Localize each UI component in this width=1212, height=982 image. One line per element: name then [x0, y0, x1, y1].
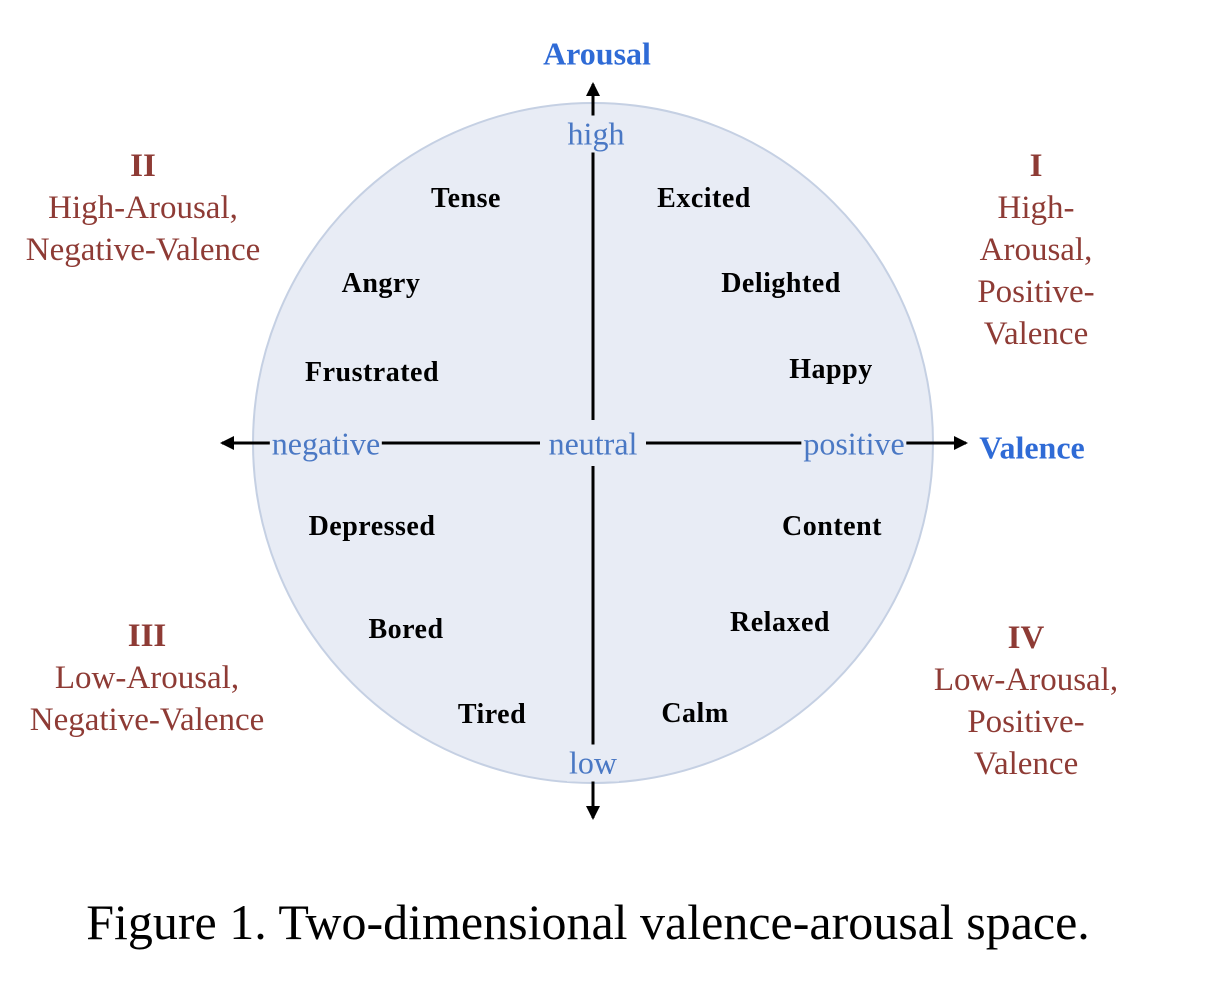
- arousal-low-label: low: [567, 744, 619, 782]
- quadrant-2-label: II High-Arousal, Negative-Valence: [26, 145, 261, 271]
- quadrant-3-line1: Low-Arousal,: [54, 660, 240, 696]
- quadrant-1-label: I High-Arousal, Positive-Valence: [948, 145, 1124, 355]
- valence-positive-label: positive: [801, 425, 907, 463]
- quadrant-3-numeral: III: [127, 618, 167, 654]
- emotion-frustrated: Frustrated: [304, 357, 440, 388]
- figure-caption: Figure 1. Two-dimensional valence-arousa…: [86, 894, 1090, 950]
- quadrant-1-line2: Positive-Valence: [977, 274, 1095, 352]
- quadrant-2-numeral: II: [130, 148, 156, 184]
- emotion-delighted: Delighted: [721, 268, 841, 299]
- emotion-happy: Happy: [789, 354, 873, 385]
- emotion-excited: Excited: [657, 183, 751, 214]
- emotion-tired: Tired: [457, 699, 527, 730]
- emotion-depressed: Depressed: [308, 511, 436, 542]
- emotion-angry: Angry: [341, 268, 421, 299]
- quadrant-1-numeral: I: [1029, 148, 1043, 184]
- quadrant-2-line2: Negative-Valence: [25, 232, 261, 268]
- quadrant-2-line1: High-Arousal,: [48, 190, 238, 226]
- quadrant-4-line2: Positive-Valence: [967, 704, 1085, 782]
- emotion-content: Content: [782, 511, 882, 542]
- quadrant-1-line1: High-Arousal,: [979, 190, 1093, 268]
- valence-neutral-label: neutral: [546, 425, 640, 463]
- quadrant-4-line1: Low-Arousal,: [933, 662, 1119, 698]
- emotion-calm: Calm: [661, 698, 729, 729]
- quadrant-4-label: IV Low-Arousal, Positive-Valence: [933, 617, 1119, 785]
- arousal-axis-title: Arousal: [543, 35, 651, 72]
- quadrant-3-line2: Negative-Valence: [29, 702, 265, 738]
- emotion-relaxed: Relaxed: [730, 607, 830, 638]
- quadrant-4-numeral: IV: [1007, 620, 1045, 656]
- emotion-tense: Tense: [431, 183, 501, 214]
- valence-negative-label: negative: [269, 425, 383, 463]
- valence-axis-title: Valence: [979, 429, 1085, 466]
- emotion-bored: Bored: [368, 614, 444, 645]
- quadrant-3-label: III Low-Arousal, Negative-Valence: [30, 615, 265, 741]
- arousal-high-label: high: [565, 115, 627, 153]
